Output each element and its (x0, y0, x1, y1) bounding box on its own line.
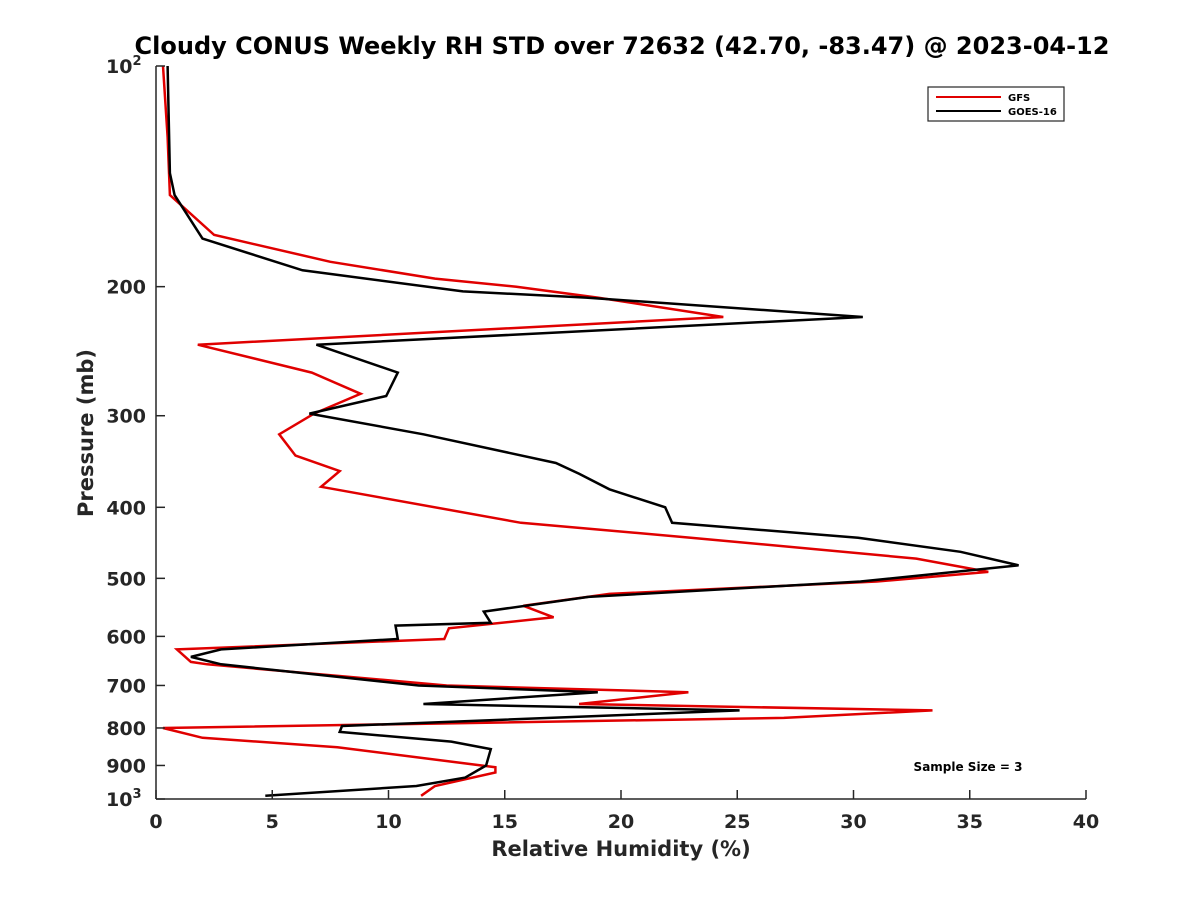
sample-size-annotation: Sample Size = 3 (914, 760, 1023, 774)
y-tick-label: 600 (106, 626, 146, 648)
legend-label-goes16: GOES-16 (1008, 107, 1057, 118)
y-tick-label: 300 (106, 406, 146, 428)
legend: GFS GOES-16 (927, 86, 1065, 122)
y-tick-label: 900 (106, 755, 146, 777)
x-tick-label: 20 (608, 811, 634, 833)
x-tick-label: 25 (724, 811, 750, 833)
plot-background (156, 66, 1086, 799)
plot-area: 0 5 10 15 20 25 30 35 40 10220030040050060070080… (106, 54, 1099, 833)
x-tick-label: 0 (149, 811, 162, 833)
series-line-goes-16 (166, 65, 1019, 798)
legend-label-gfs: GFS (1008, 93, 1030, 104)
y-tick-label: 200 (106, 277, 146, 299)
y-axis-label: Pressure (mb) (74, 349, 98, 517)
series-line-gfs (161, 65, 989, 797)
chart-title: Cloudy CONUS Weekly RH STD over 72632 (4… (135, 32, 1110, 60)
y-tick-label: 700 (106, 675, 146, 697)
x-tick-label: 15 (492, 811, 518, 833)
x-tick-label: 5 (266, 811, 279, 833)
legend-box (927, 86, 1065, 122)
x-tick-label: 40 (1073, 811, 1099, 833)
x-axis-label: Relative Humidity (%) (491, 837, 750, 861)
y-tick-label: 400 (106, 497, 146, 519)
y-tick-label: 800 (106, 718, 146, 740)
x-ticks: 0 5 10 15 20 25 30 35 40 (149, 790, 1099, 833)
series-layer (161, 65, 1019, 798)
x-tick-label: 10 (375, 811, 401, 833)
x-tick-label: 35 (957, 811, 983, 833)
x-tick-label: 30 (840, 811, 866, 833)
y-tick-label: 500 (106, 568, 146, 590)
